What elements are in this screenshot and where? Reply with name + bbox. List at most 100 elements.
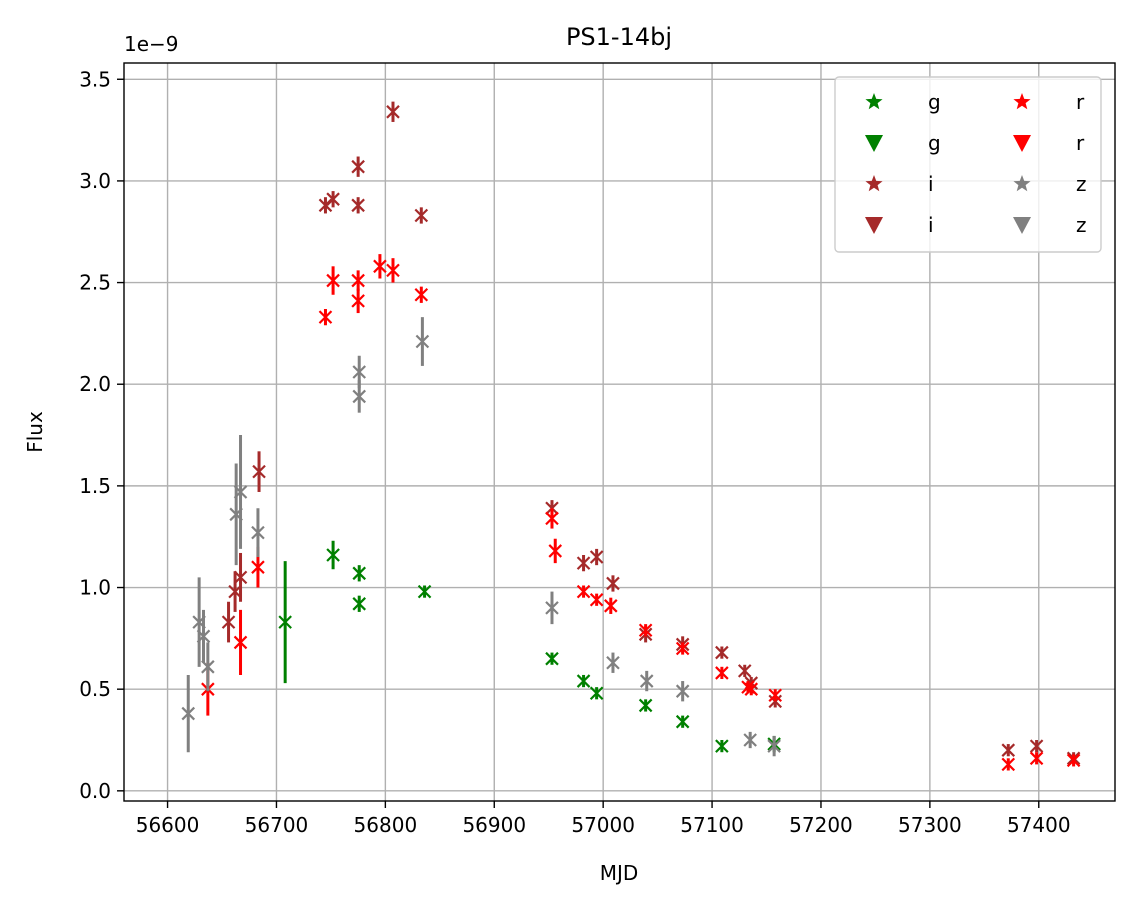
x-marker — [386, 263, 400, 278]
legend-entry-z: z — [1013, 213, 1087, 237]
data-point-g — [545, 651, 559, 666]
data-point-r — [744, 682, 759, 696]
x-marker — [1001, 743, 1016, 757]
chart-title: PS1-14bj — [566, 23, 672, 51]
data-point-z — [233, 435, 248, 549]
x-marker — [715, 739, 729, 753]
x-marker — [715, 645, 729, 660]
x-marker — [548, 544, 563, 558]
x-marker — [415, 334, 430, 349]
data-layer — [181, 101, 1081, 772]
x-marker — [589, 592, 604, 607]
series-z — [181, 317, 781, 757]
x-marker — [576, 556, 591, 570]
data-point-g — [589, 686, 604, 701]
x-marker — [1066, 753, 1081, 768]
data-point-g — [675, 714, 690, 729]
data-point-z — [743, 731, 757, 749]
data-point-z — [352, 380, 367, 413]
data-point-i — [326, 191, 340, 208]
data-point-z — [415, 317, 430, 366]
data-point-i — [737, 664, 752, 678]
data-point-g — [326, 540, 340, 570]
x-marker — [233, 485, 248, 499]
x-marker — [251, 525, 265, 540]
legend-triangle-marker — [1013, 135, 1031, 152]
y-tick-label: 0.0 — [79, 779, 111, 803]
x-marker — [589, 550, 604, 564]
legend-entry-i: i — [865, 213, 934, 237]
legend-entry-z: z — [1013, 172, 1087, 196]
x-marker — [638, 623, 653, 638]
data-point-i — [576, 555, 591, 572]
data-point-z — [201, 642, 215, 692]
legend-triangle-marker — [1013, 217, 1031, 234]
x-marker — [352, 389, 367, 404]
x-marker — [737, 664, 752, 678]
data-point-r — [548, 538, 563, 564]
data-point-r — [1029, 751, 1044, 766]
x-marker — [181, 706, 196, 721]
data-point-r — [768, 688, 783, 703]
x-marker — [326, 192, 340, 206]
data-point-r — [604, 597, 618, 614]
x-marker — [576, 584, 591, 599]
y-offset-label: 1e−9 — [124, 32, 179, 56]
x-tick-label: 57000 — [571, 813, 635, 837]
legend-entry-i: i — [865, 172, 934, 196]
data-point-r — [1066, 753, 1081, 768]
x-marker — [318, 310, 333, 324]
data-point-g — [715, 739, 729, 753]
legend-star-marker — [865, 175, 883, 192]
x-marker — [545, 511, 559, 526]
legend-entry-g: g — [865, 131, 941, 155]
x-marker — [767, 739, 781, 753]
legend-entry-r: r — [1013, 90, 1085, 114]
legend-entry-r: r — [1013, 131, 1085, 155]
data-point-g — [576, 674, 591, 688]
data-point-r — [675, 641, 690, 656]
x-axis-ticks: 56600 56700 56800 56900 57000 57100 57200 57300… — [136, 801, 1071, 837]
x-marker — [351, 294, 365, 308]
x-marker — [221, 615, 236, 629]
x-marker — [233, 635, 248, 650]
x-tick-label: 57100 — [680, 813, 744, 837]
x-tick-label: 56800 — [354, 813, 418, 837]
x-marker — [606, 655, 620, 670]
data-point-r — [326, 266, 340, 295]
legend-label: r — [1076, 131, 1085, 155]
x-marker — [201, 660, 215, 674]
y-tick-label: 2.0 — [79, 372, 111, 396]
x-marker — [1029, 739, 1044, 753]
x-marker — [351, 159, 365, 174]
series-i — [221, 101, 1081, 766]
x-marker — [351, 273, 365, 288]
legend-label: g — [928, 131, 941, 155]
x-marker — [278, 615, 292, 629]
x-marker — [1029, 751, 1044, 766]
y-tick-label: 1.5 — [79, 474, 111, 498]
x-marker — [743, 733, 757, 747]
data-point-i — [221, 601, 236, 643]
x-marker — [326, 273, 340, 288]
data-point-z — [181, 674, 196, 753]
x-marker — [233, 570, 248, 585]
x-marker — [1001, 757, 1016, 772]
data-point-i — [386, 101, 400, 122]
data-point-z — [767, 735, 781, 757]
legend-entry-g: g — [865, 90, 941, 114]
legend-star-marker — [1013, 175, 1031, 192]
data-point-r — [576, 584, 591, 599]
x-marker — [675, 684, 690, 698]
data-point-g — [638, 698, 653, 713]
x-marker — [604, 599, 618, 613]
data-point-z — [675, 681, 690, 702]
data-point-r — [715, 666, 729, 680]
data-point-g — [352, 595, 367, 612]
data-point-z — [639, 670, 654, 692]
x-tick-label: 57300 — [898, 813, 962, 837]
x-tick-label: 56700 — [245, 813, 309, 837]
x-marker — [352, 566, 367, 581]
data-point-r — [373, 254, 387, 279]
